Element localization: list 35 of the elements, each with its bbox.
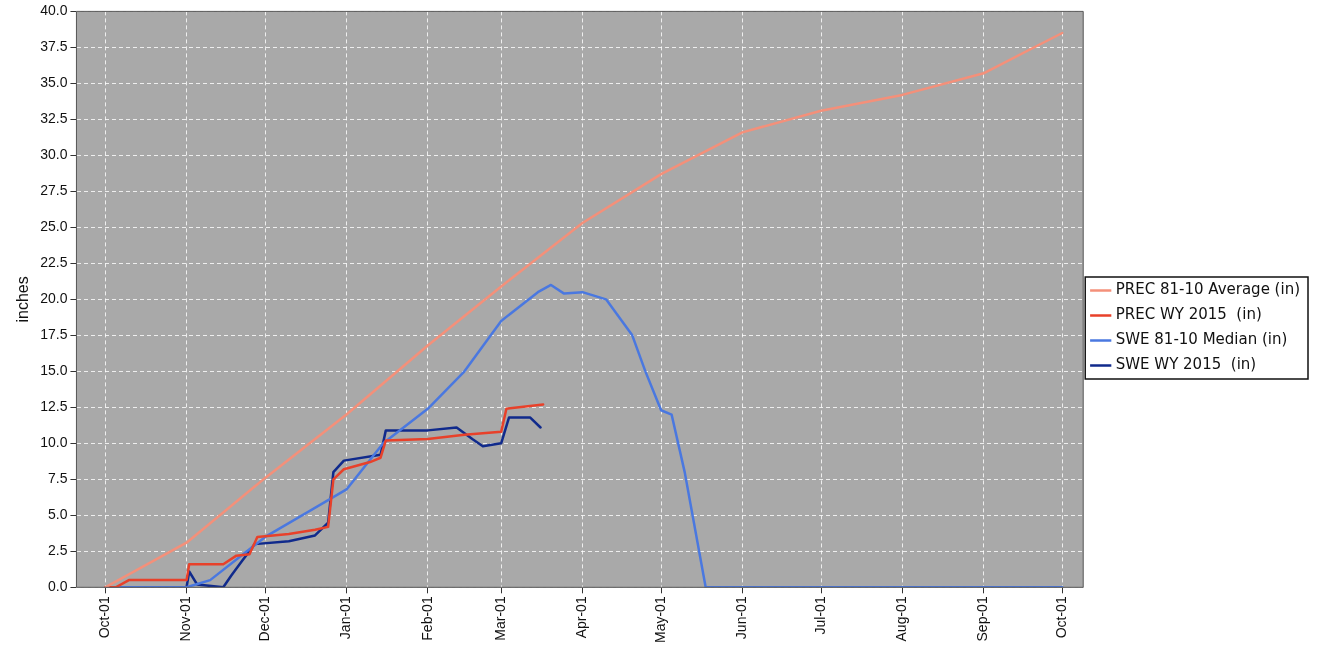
x-tick-label: Mar-01 xyxy=(492,596,509,641)
x-tick-label: Dec-01 xyxy=(256,596,273,642)
x-tick-label: Aug-01 xyxy=(893,596,910,642)
y-tick-label: 37.5 xyxy=(40,38,68,55)
x-tick-label: Feb-01 xyxy=(418,596,435,641)
x-tick-label: May-01 xyxy=(651,596,668,643)
legend-label: PREC 81-10 Average (in) xyxy=(1115,280,1301,299)
x-tick-label: Jun-01 xyxy=(733,596,750,640)
y-tick-label: 27.5 xyxy=(40,182,68,199)
legend-label: SWE WY 2015 (in) xyxy=(1115,355,1257,374)
y-tick-label: 5.0 xyxy=(47,506,68,523)
legend-label: SWE 81-10 Median (in) xyxy=(1115,330,1288,349)
y-tick-label: 25.0 xyxy=(40,218,68,235)
x-tick-label: Nov-01 xyxy=(177,596,194,642)
y-tick-label: 22.5 xyxy=(40,254,68,271)
x-tick-label: Oct-01 xyxy=(1053,596,1070,639)
y-tick-label: 30.0 xyxy=(40,146,68,163)
y-tick-label: 0.0 xyxy=(47,578,68,595)
y-tick-label: 10.0 xyxy=(40,434,68,451)
x-tick-label: Jan-01 xyxy=(337,596,354,640)
x-tick-label: Jul-01 xyxy=(811,596,828,635)
y-tick-label: 20.0 xyxy=(40,290,68,307)
y-tick-label: 12.5 xyxy=(40,398,68,415)
x-tick-label: Sep-01 xyxy=(974,596,991,642)
y-tick-label: 2.5 xyxy=(47,542,68,559)
y-axis-title: inches xyxy=(14,276,32,323)
y-tick-label: 40.0 xyxy=(40,2,68,19)
y-tick-label: 17.5 xyxy=(40,326,68,343)
y-tick-label: 35.0 xyxy=(40,74,68,91)
legend-label: PREC WY 2015 (in) xyxy=(1115,305,1262,324)
x-tick-label: Oct-01 xyxy=(96,596,113,639)
y-tick-label: 32.5 xyxy=(40,110,68,127)
x-tick-label: Apr-01 xyxy=(573,596,590,639)
y-tick-label: 15.0 xyxy=(40,362,68,379)
y-tick-label: 7.5 xyxy=(47,470,68,487)
